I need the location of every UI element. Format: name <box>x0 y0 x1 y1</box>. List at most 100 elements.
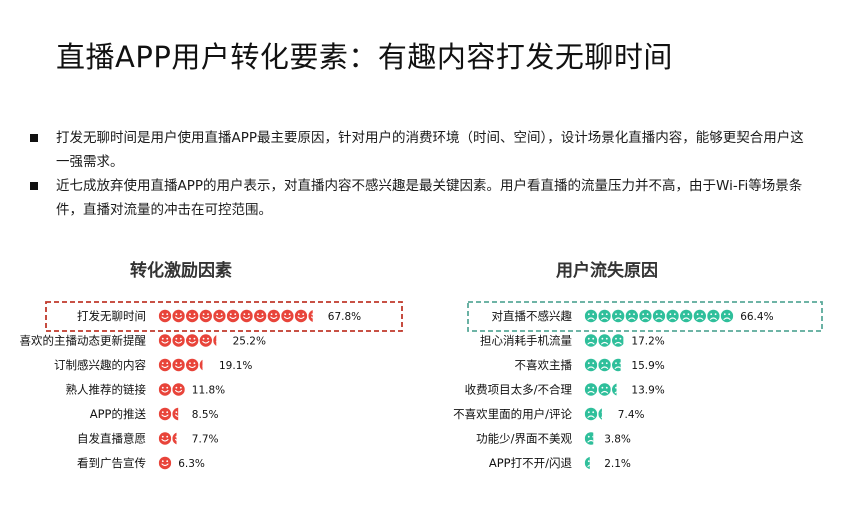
value-label: 15.9% <box>631 360 664 372</box>
bullet-item: 打发无聊时间是用户使用直播APP最主要原因，针对用户的消费环境（时间、空间），设… <box>30 126 810 174</box>
sad-face-icon <box>652 309 666 323</box>
sad-face-icon <box>680 309 693 323</box>
right-chart-title: 用户流失原因 <box>556 261 658 281</box>
smiley-face-icon <box>294 309 308 323</box>
smiley-face-icon <box>254 309 267 323</box>
sad-face-icon <box>598 408 602 420</box>
bar-mark <box>584 383 617 396</box>
category-label: 对直播不感兴趣 <box>492 309 573 323</box>
chart-row: 不喜欢主播 15.9% <box>515 358 665 372</box>
value-label: 25.2% <box>233 336 266 348</box>
sad-face-icon <box>598 358 611 372</box>
highlight-box <box>467 301 823 332</box>
bar-mark <box>584 334 624 347</box>
sad-face-icon <box>612 358 621 372</box>
sad-face-icon <box>598 383 611 396</box>
smiley-face-icon <box>158 383 172 396</box>
bar-mark <box>158 456 172 470</box>
bullet-item: 近七成放弃使用直播APP的用户表示，对直播内容不感兴趣是最关键因素。用户看直播的… <box>30 174 810 222</box>
smiley-face-icon <box>158 456 172 470</box>
value-label: 67.8% <box>328 311 361 323</box>
highlight-box <box>45 301 403 332</box>
value-label: 11.8% <box>192 385 225 397</box>
category-label: 担心消耗手机流量 <box>480 334 572 348</box>
smiley-face-icon <box>186 309 199 323</box>
sad-face-icon <box>584 358 598 372</box>
smiley-face-icon <box>199 334 212 347</box>
category-label: 喜欢的主播动态更新提醒 <box>20 334 147 348</box>
smiley-face-icon <box>213 335 217 346</box>
sad-face-icon <box>584 334 598 347</box>
value-label: 66.4% <box>740 311 773 323</box>
bar-mark <box>584 358 621 372</box>
category-label: 熟人推荐的链接 <box>66 383 147 397</box>
bar-mark <box>158 334 217 347</box>
value-label: 13.9% <box>631 385 664 397</box>
category-label: 收费项目太多/不合理 <box>465 383 573 397</box>
smiley-face-icon <box>158 432 172 445</box>
category-label: 看到广告宣传 <box>77 456 146 470</box>
sad-face-icon <box>584 407 598 421</box>
bar-mark <box>584 407 602 421</box>
chart-row: 自发直播意愿 7.7% <box>77 432 218 446</box>
smiley-face-icon <box>281 309 294 323</box>
bullet-text: 打发无聊时间是用户使用直播APP最主要原因，针对用户的消费环境（时间、空间），设… <box>56 130 804 170</box>
sad-face-icon <box>693 309 706 323</box>
sad-face-icon <box>598 309 611 323</box>
chart-row: APP打不开/闪退 2.1% <box>489 456 631 470</box>
smiley-face-icon <box>186 334 199 347</box>
chart-row: 对直播不感兴趣 66.4% <box>492 309 774 323</box>
sad-face-icon <box>584 432 594 445</box>
smiley-face-icon <box>158 334 172 347</box>
smiley-face-icon <box>158 407 172 421</box>
sad-face-icon <box>612 309 625 323</box>
smiley-face-icon <box>158 309 172 323</box>
chart-row: 喜欢的主播动态更新提醒 25.2% <box>20 334 266 348</box>
smiley-face-icon <box>199 359 203 371</box>
bullet-text: 近七成放弃使用直播APP的用户表示，对直播内容不感兴趣是最关键因素。用户看直播的… <box>56 178 803 218</box>
page-title: 直播APP用户转化要素：有趣内容打发无聊时间 <box>56 40 673 74</box>
smiley-face-icon <box>226 309 240 323</box>
sad-face-icon <box>666 309 679 323</box>
smiley-face-icon <box>172 407 179 421</box>
value-label: 8.5% <box>192 409 219 421</box>
category-label: 功能少/界面不美观 <box>476 432 572 446</box>
smiley-face-icon <box>240 309 253 323</box>
chart-row: 不喜欢里面的用户/评论 7.4% <box>453 407 644 421</box>
chart-row: 收费项目太多/不合理 13.9% <box>465 383 665 397</box>
left-chart-title: 转化激励因素 <box>130 261 232 281</box>
category-label: 不喜欢主播 <box>515 358 573 372</box>
value-label: 17.2% <box>631 336 664 348</box>
value-label: 6.3% <box>178 458 205 470</box>
smiley-face-icon <box>172 432 177 445</box>
chart-row: 打发无聊时间 67.8% <box>77 309 361 323</box>
chart-row: APP的推送 8.5% <box>90 407 219 421</box>
category-label: APP的推送 <box>90 407 147 421</box>
chart-row: 熟人推荐的链接 11.8% <box>66 383 226 397</box>
value-label: 2.1% <box>604 458 631 470</box>
sad-face-icon <box>720 309 734 323</box>
value-label: 7.4% <box>618 409 645 421</box>
sad-face-icon <box>612 334 624 347</box>
bar-mark <box>158 358 203 372</box>
sad-face-icon <box>612 383 617 396</box>
bar-mark <box>584 309 734 323</box>
category-label: 不喜欢里面的用户/评论 <box>453 407 572 421</box>
square-bullet-icon <box>30 134 38 142</box>
smiley-face-icon <box>213 309 226 323</box>
sad-face-icon <box>584 456 590 470</box>
bar-mark <box>158 407 179 421</box>
chart-row: 担心消耗手机流量 17.2% <box>480 334 665 348</box>
sad-face-icon <box>598 334 611 347</box>
smiley-face-icon <box>186 358 199 372</box>
category-label: 订制感兴趣的内容 <box>54 358 146 372</box>
bar-mark <box>584 432 594 445</box>
smiley-face-icon <box>308 310 313 322</box>
smiley-face-icon <box>158 358 172 372</box>
bar-mark <box>158 383 185 396</box>
smiley-face-icon <box>172 309 185 323</box>
chart-row: 功能少/界面不美观 3.8% <box>476 432 631 446</box>
value-label: 3.8% <box>604 434 631 446</box>
category-label: 自发直播意愿 <box>77 432 146 446</box>
